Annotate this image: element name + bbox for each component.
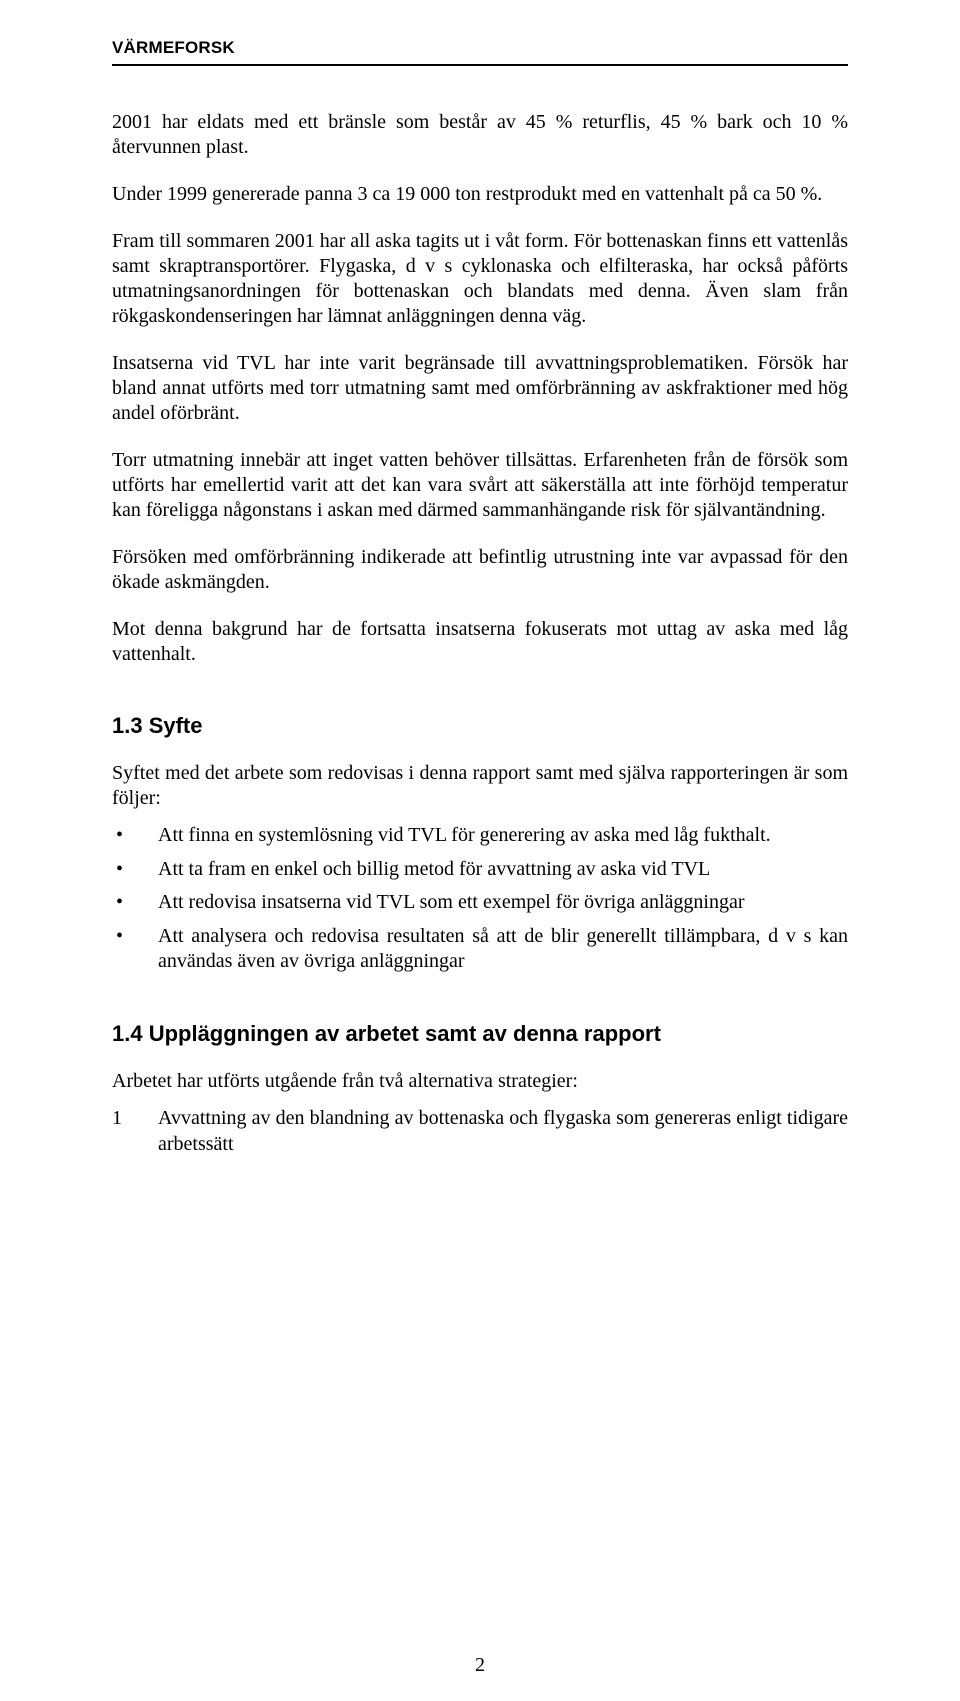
list-item-text: Avvattning av den blandning av bottenask…: [158, 1107, 848, 1155]
header-rule: [112, 64, 848, 66]
section-heading-syfte: 1.3 Syfte: [112, 713, 848, 739]
list-item: Att finna en systemlösning vid TVL för g…: [112, 823, 848, 849]
paragraph: Insatserna vid TVL har inte varit begrän…: [112, 351, 848, 426]
section-intro: Arbetet har utförts utgående från två al…: [112, 1069, 848, 1094]
bullet-list: Att finna en systemlösning vid TVL för g…: [112, 823, 848, 975]
paragraph: Mot denna bakgrund har de fortsatta insa…: [112, 617, 848, 667]
page-number: 2: [0, 1654, 960, 1677]
paragraph: Försöken med omförbränning indikerade at…: [112, 545, 848, 595]
paragraph: Under 1999 genererade panna 3 ca 19 000 …: [112, 182, 848, 207]
running-header: VÄRMEFORSK: [112, 38, 848, 58]
section-intro: Syftet med det arbete som redovisas i de…: [112, 761, 848, 811]
document-page: VÄRMEFORSK 2001 har eldats med ett bräns…: [0, 0, 960, 1701]
list-item: Att ta fram en enkel och billig metod fö…: [112, 857, 848, 883]
list-item: Att redovisa insatserna vid TVL som ett …: [112, 890, 848, 916]
section-heading-upplaggning: 1.4 Uppläggningen av arbetet samt av den…: [112, 1021, 848, 1047]
paragraph: Torr utmatning innebär att inget vatten …: [112, 448, 848, 523]
list-item: Att analysera och redovisa resultaten så…: [112, 924, 848, 975]
numbered-list: 1 Avvattning av den blandning av bottena…: [112, 1106, 848, 1157]
list-item-number: 1: [112, 1106, 148, 1132]
paragraph: 2001 har eldats med ett bränsle som best…: [112, 110, 848, 160]
list-item: 1 Avvattning av den blandning av bottena…: [112, 1106, 848, 1157]
paragraph: Fram till sommaren 2001 har all aska tag…: [112, 229, 848, 329]
